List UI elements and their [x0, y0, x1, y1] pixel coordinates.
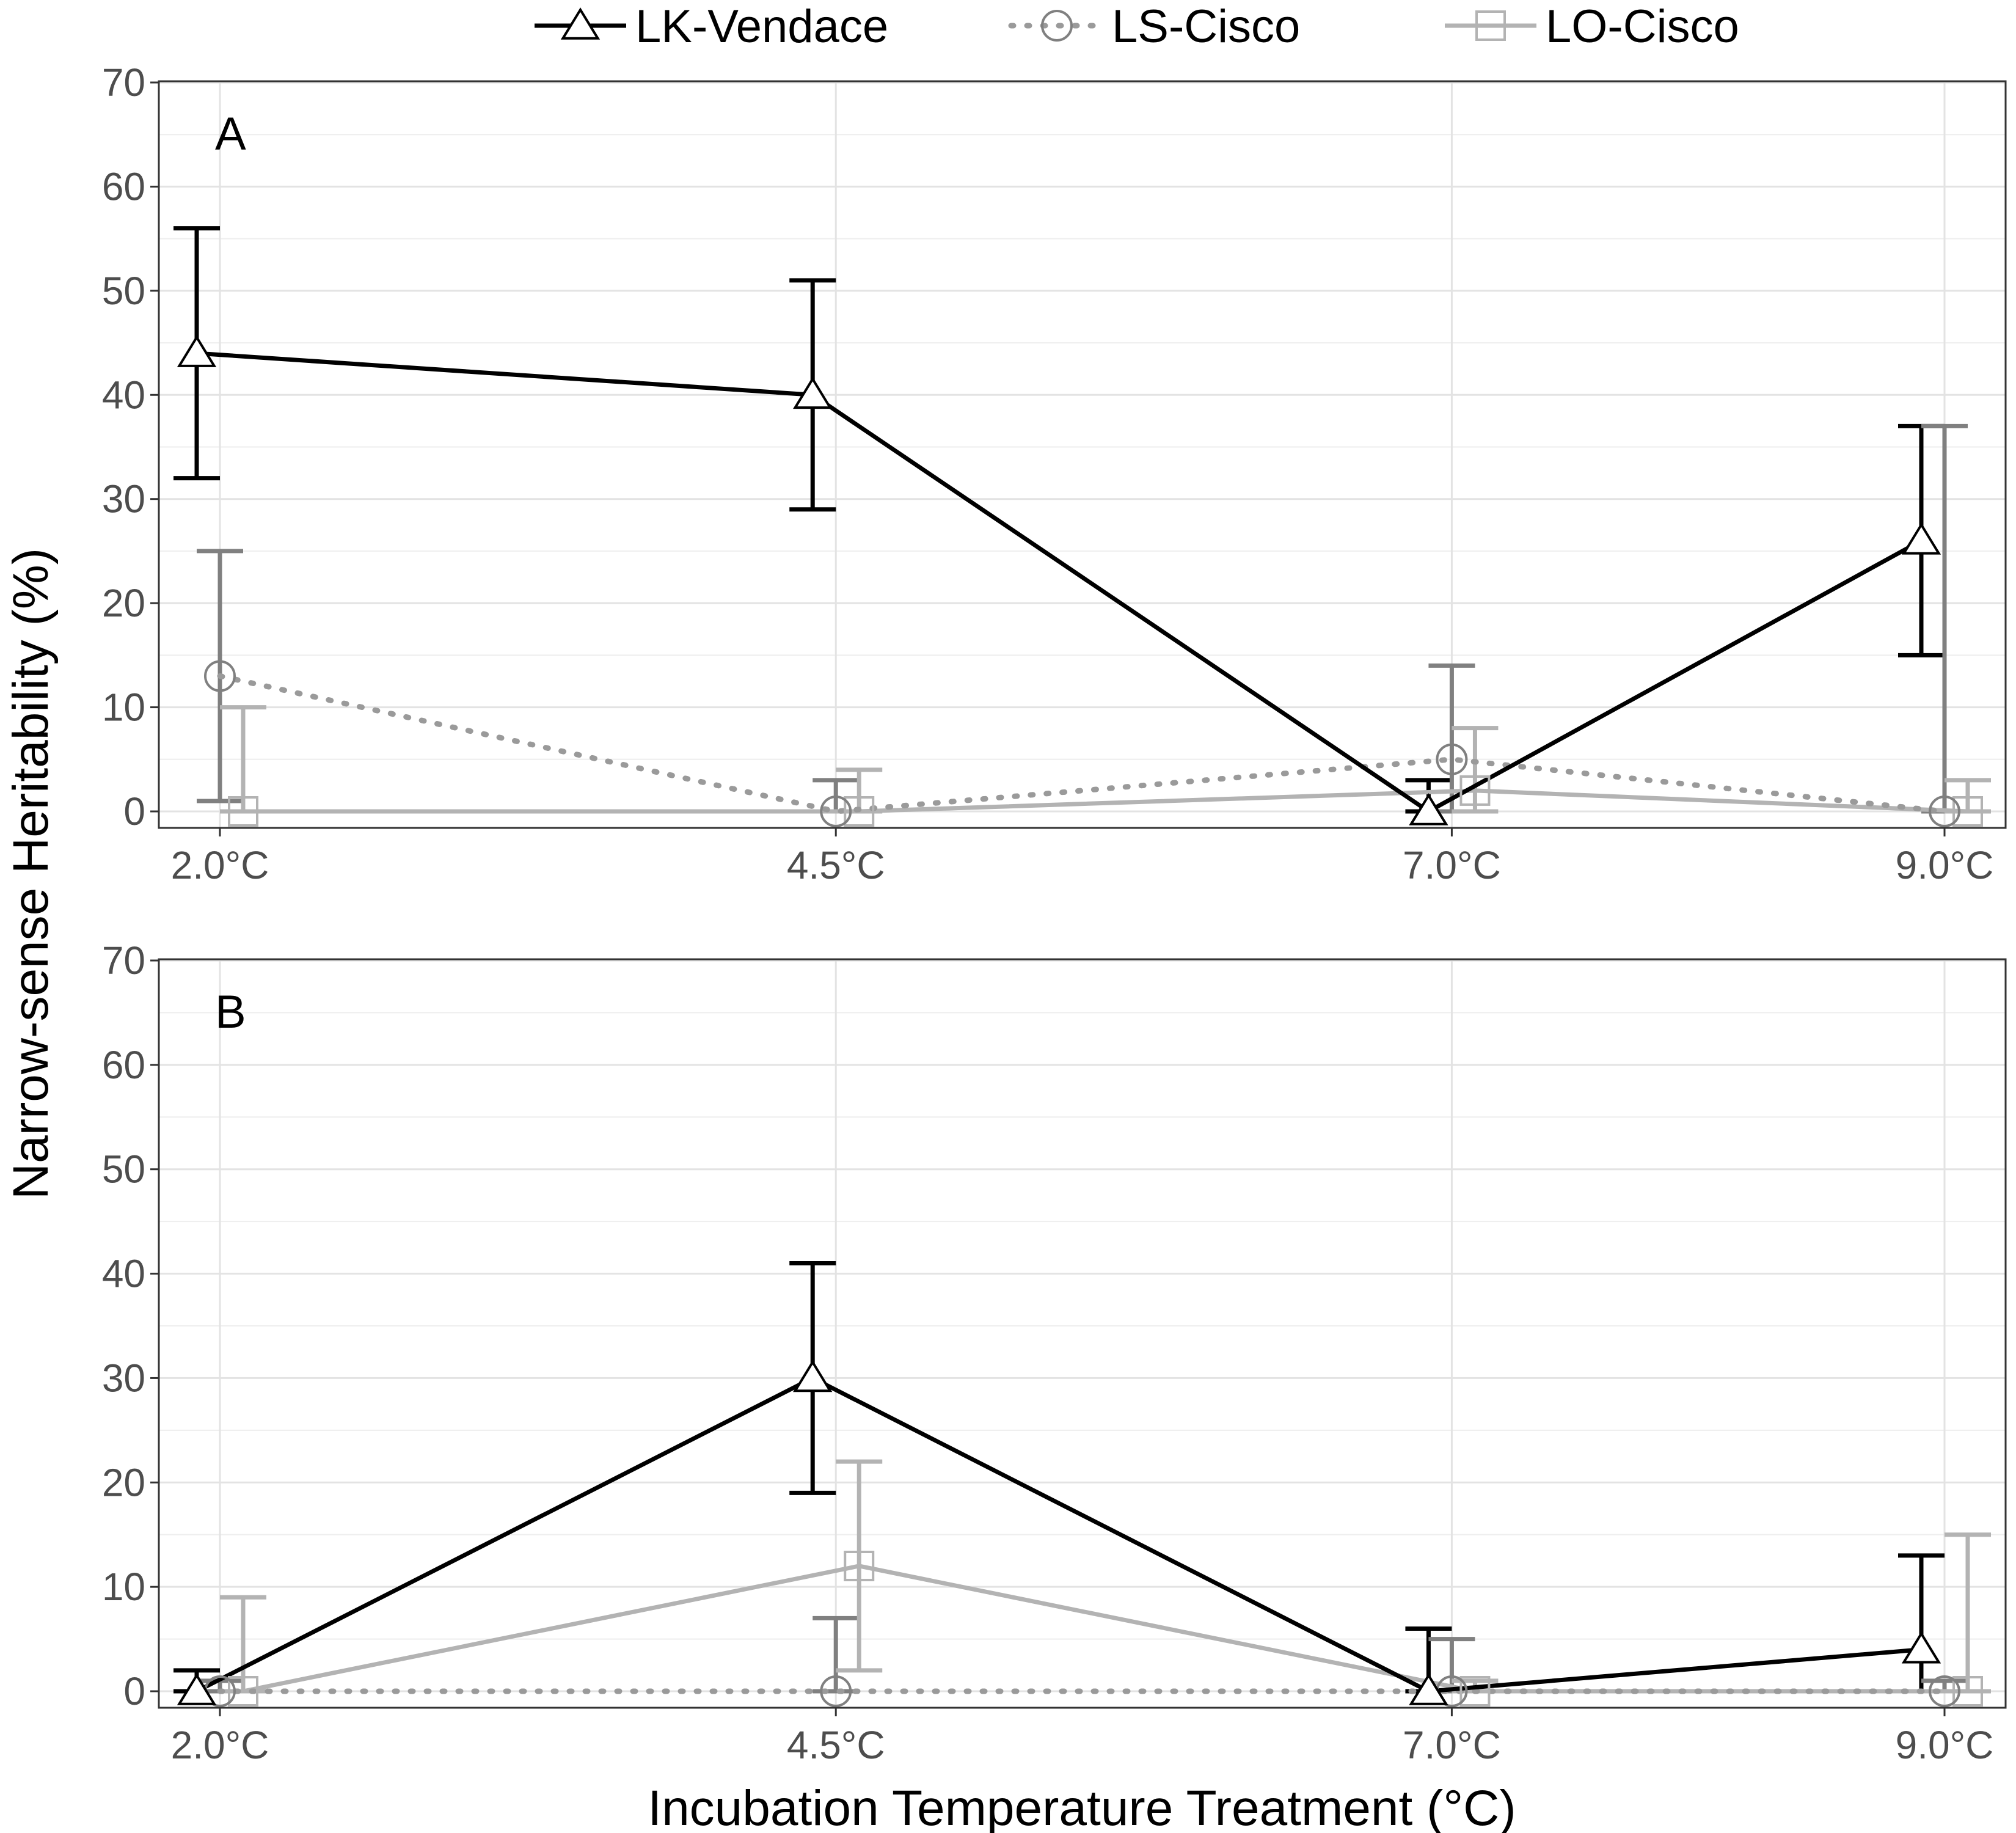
point-lo-cisco: [1952, 1676, 1983, 1707]
panel-border: [158, 80, 2007, 829]
point-lk-vendace: [793, 376, 833, 409]
point-lo-cisco: [844, 1550, 875, 1581]
y-tick-label: 40: [102, 373, 145, 417]
point-lk-vendace: [177, 1673, 217, 1705]
legend: LK-Vendace LS-Cisco LO-Cisco: [535, 1, 1739, 53]
point-ls-cisco: [820, 796, 852, 827]
plot-background: [159, 81, 2006, 828]
x-tick-label: 2.0°C: [171, 843, 269, 887]
legend-item-lo-cisco: LO-Cisco: [1445, 1, 1739, 53]
plot-background: [159, 959, 2006, 1708]
legend-item-ls-cisco: LS-Cisco: [1008, 1, 1300, 53]
point-lk-vendace: [793, 1359, 833, 1392]
panel-label: A: [215, 108, 246, 160]
y-tick-label: 30: [102, 1356, 145, 1400]
point-lk-vendace: [1409, 793, 1448, 825]
point-lk-vendace: [177, 335, 217, 367]
legend-label: LK-Vendace: [635, 1, 888, 53]
point-lk-vendace: [1901, 1631, 1941, 1664]
legend-marker-square: [1475, 10, 1506, 41]
series-line-lo-cisco: [243, 1564, 1968, 1694]
point-lo-cisco: [228, 796, 258, 827]
panel-label: B: [215, 986, 246, 1038]
y-tick-label: 10: [102, 1565, 145, 1609]
y-tick-label: 30: [102, 477, 145, 521]
legend-marker-circle: [1041, 10, 1073, 42]
y-tick-label: 20: [102, 581, 145, 625]
point-ls-cisco: [1929, 796, 1960, 827]
point-lo-cisco: [1459, 775, 1491, 806]
series-line-lk-vendace: [195, 1375, 1922, 1694]
y-tick-label: 70: [102, 60, 145, 104]
legend-marker-triangle: [560, 7, 601, 40]
series-line-lo-cisco: [243, 788, 1968, 814]
panel-border: [158, 958, 2007, 1709]
y-tick-label: 60: [102, 164, 145, 208]
point-lo-cisco: [228, 1676, 258, 1707]
y-tick-label: 50: [102, 1147, 145, 1191]
x-tick-label: 9.0°C: [1896, 843, 1994, 887]
y-axis-title: Narrow-sense Heritability (%): [3, 548, 59, 1199]
legend-label: LO-Cisco: [1546, 1, 1739, 53]
y-tick-label: 0: [123, 1669, 145, 1713]
point-ls-cisco: [1929, 1675, 1960, 1707]
x-tick-label: 4.5°C: [787, 843, 885, 887]
point-ls-cisco: [204, 660, 236, 692]
series-line-ls-cisco: [217, 673, 1948, 814]
point-lo-cisco: [844, 796, 875, 827]
point-ls-cisco: [1436, 743, 1468, 775]
y-tick-label: 10: [102, 686, 145, 730]
x-axis-title: Incubation Temperature Treatment (°C): [648, 1780, 1516, 1833]
error-bar-lo-cisco: [1452, 726, 1499, 814]
legend-item-lk-vendace: LK-Vendace: [535, 1, 888, 53]
point-lo-cisco: [1952, 796, 1983, 827]
panel-a: 0 10 20 30 40 50 60 70 2.0°C 4.5°C 7.0°C 9.0°C A: [102, 60, 2007, 887]
point-lk-vendace: [1409, 1673, 1448, 1705]
y-tick-label: 20: [102, 1460, 145, 1504]
point-lo-cisco: [1459, 1676, 1491, 1707]
y-tick-label: 60: [102, 1043, 145, 1087]
legend-label: LS-Cisco: [1112, 1, 1300, 53]
x-tick-label: 9.0°C: [1896, 1723, 1994, 1767]
x-tick-label: 2.0°C: [171, 1723, 269, 1767]
x-tick-label: 7.0°C: [1403, 1723, 1501, 1767]
point-ls-cisco: [820, 1675, 852, 1707]
y-tick-label: 70: [102, 938, 145, 982]
panel-b: 0 10 20 30 40 50 60 70 2.0°C 4.5°C 7.0°C 9.0°C B: [102, 938, 2007, 1767]
y-tick-label: 40: [102, 1252, 145, 1296]
point-lk-vendace: [1901, 522, 1941, 555]
x-tick-label: 7.0°C: [1403, 843, 1501, 887]
y-tick-label: 50: [102, 269, 145, 313]
series-line-lk-vendace: [196, 351, 1923, 814]
x-tick-label: 4.5°C: [787, 1723, 885, 1767]
y-tick-label: 0: [123, 789, 145, 833]
